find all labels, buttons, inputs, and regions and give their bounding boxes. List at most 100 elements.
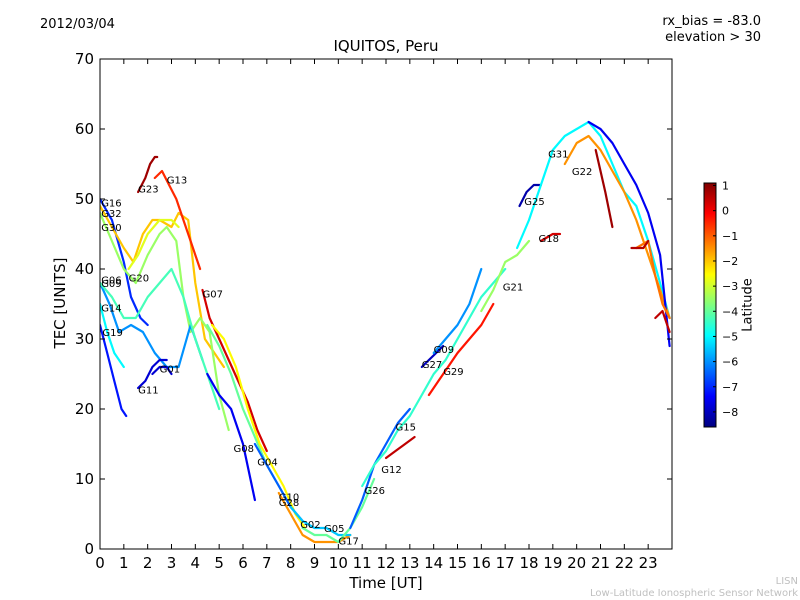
series-g20 — [127, 218, 180, 271]
x-tick-label: 23 — [639, 554, 658, 572]
series-g32b — [594, 148, 614, 229]
series-g06 — [100, 281, 204, 369]
y-tick-label: 10 — [75, 470, 94, 488]
series-g21 — [480, 239, 531, 313]
x-tick-label: 14 — [424, 554, 443, 572]
colorbar-tick-label: −7 — [722, 381, 738, 394]
series-g26 — [349, 407, 411, 530]
satellite-label: G16 — [101, 199, 121, 210]
series-g19 — [100, 323, 128, 418]
satellite-label: G23 — [138, 185, 158, 196]
satellite-label: G27 — [422, 360, 442, 371]
satellite-label: G04 — [257, 458, 277, 469]
satellite-label: G28 — [279, 498, 299, 509]
x-tick-label: 5 — [214, 554, 224, 572]
satellite-label: G07 — [202, 290, 222, 301]
y-tick-label: 40 — [75, 260, 94, 278]
satellite-label: G21 — [503, 283, 523, 294]
y-tick-label: 50 — [75, 190, 94, 208]
colorbar-tick-label: −4 — [722, 305, 738, 318]
plot-area — [100, 59, 672, 549]
series-g14b — [654, 309, 671, 334]
satellite-label: G06 — [101, 276, 121, 287]
series-g31b — [587, 120, 671, 348]
x-tick-label: 22 — [615, 554, 634, 572]
satellite-label: G01 — [160, 364, 180, 375]
colorbar-tick-label: 1 — [722, 180, 729, 193]
colorbar-tick-label: −5 — [722, 330, 738, 343]
y-tick-label: 30 — [75, 330, 94, 348]
credit-line-2: Low-Latitude Ionospheric Sensor Network — [590, 588, 798, 599]
x-tick-label: 1 — [119, 554, 129, 572]
colorbar-tick-label: −8 — [722, 406, 738, 419]
date-label: 2012/03/04 — [40, 17, 115, 32]
colorbar-tick-label: 0 — [722, 205, 729, 218]
satellite-label: G32 — [101, 209, 121, 220]
satellite-label: G05 — [324, 524, 344, 535]
x-tick-label: 20 — [567, 554, 586, 572]
y-tick-label: 70 — [75, 50, 94, 68]
chart-title: IQUITOS, Peru — [333, 37, 439, 55]
series-g14 — [100, 302, 125, 369]
x-tick-label: 15 — [448, 554, 467, 572]
satellite-label: G19 — [102, 328, 122, 339]
series-g04 — [210, 323, 307, 530]
satellite-label: G13 — [167, 175, 187, 186]
rx-bias-label: rx_bias = -83.0 — [662, 14, 761, 29]
satellite-label: G09 — [434, 345, 454, 356]
series-g05 — [289, 505, 352, 537]
series-g07 — [201, 288, 268, 453]
series-g13 — [153, 169, 202, 271]
series-g31 — [515, 120, 671, 320]
bias-info: rx_bias = -83.0 elevation > 30 — [662, 14, 761, 46]
series-g16 — [100, 197, 149, 327]
x-tick-label: 17 — [496, 554, 515, 572]
x-tick-label: 16 — [472, 554, 491, 572]
satellite-label: G25 — [524, 197, 544, 208]
satellite-label: G29 — [443, 367, 463, 378]
series-g09 — [432, 267, 483, 355]
y-tick-label: 60 — [75, 120, 94, 138]
x-tick-label: 0 — [95, 554, 105, 572]
x-tick-label: 4 — [191, 554, 201, 572]
series-g23b — [635, 239, 671, 320]
y-tick-label: 20 — [75, 400, 94, 418]
series-g15 — [361, 267, 507, 488]
series-g09 — [100, 267, 221, 411]
series-g11 — [137, 358, 168, 390]
x-tick-label: 6 — [238, 554, 248, 572]
series-g27 — [420, 344, 445, 369]
x-tick-label: 3 — [167, 554, 177, 572]
x-tick-label: 2 — [143, 554, 153, 572]
x-axis-label: Time [UT] — [349, 574, 423, 592]
satellite-label: G26 — [365, 486, 385, 497]
x-tick-label: 10 — [329, 554, 348, 572]
series-g17 — [301, 477, 376, 544]
series-g25 — [518, 183, 543, 208]
satellite-label: G15 — [396, 423, 416, 434]
x-tick-label: 12 — [376, 554, 395, 572]
satellite-label: G08 — [233, 444, 253, 455]
colorbar-tick-label: −3 — [722, 280, 738, 293]
satellite-label: G12 — [381, 465, 401, 476]
credit: LISN Low-Latitude Ionospheric Sensor Net… — [590, 576, 798, 600]
y-tick-label: 0 — [84, 540, 94, 558]
colorbar-tick-label: −6 — [722, 356, 738, 369]
series-g23 — [137, 155, 159, 194]
satellite-label: G30 — [101, 223, 121, 234]
series-g12 — [384, 435, 416, 460]
x-tick-label: 11 — [353, 554, 372, 572]
satellite-label: G10 — [279, 493, 299, 504]
plot-frame — [99, 58, 673, 550]
x-tick-label: 19 — [543, 554, 562, 572]
satellite-label: G11 — [138, 385, 158, 396]
series-g01 — [151, 365, 173, 376]
satellite-label: G14 — [101, 304, 121, 315]
x-tick-label: 18 — [519, 554, 538, 572]
colorbar-tick-label: −1 — [722, 230, 738, 243]
satellite-label: G09 — [101, 279, 121, 290]
series-g18 — [539, 232, 562, 243]
satellite-label: G22 — [572, 167, 592, 178]
x-tick-label: 9 — [310, 554, 320, 572]
